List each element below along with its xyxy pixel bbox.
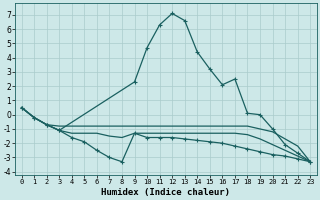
- X-axis label: Humidex (Indice chaleur): Humidex (Indice chaleur): [101, 188, 230, 197]
